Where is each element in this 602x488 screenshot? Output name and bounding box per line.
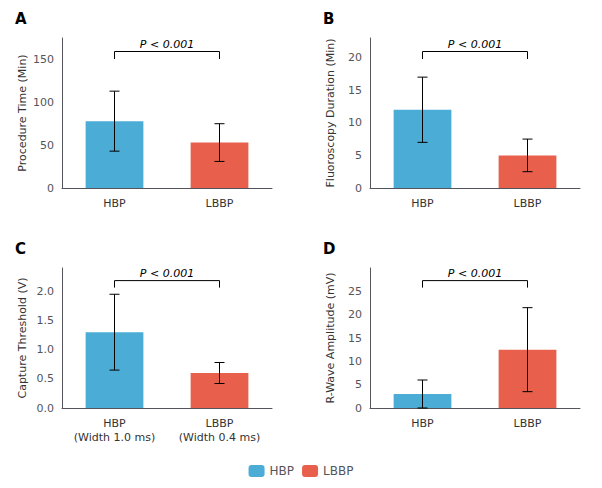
svg-text:LBBP: LBBP xyxy=(206,197,234,210)
svg-text:HBP: HBP xyxy=(270,464,295,478)
svg-text:A: A xyxy=(15,10,27,28)
svg-text:LBBP: LBBP xyxy=(514,417,542,430)
svg-text:Procedure Time (Min): Procedure Time (Min) xyxy=(16,54,29,171)
svg-text:0: 0 xyxy=(47,182,54,195)
svg-text:Fluoroscopy Duration (Min): Fluoroscopy Duration (Min) xyxy=(324,39,337,188)
svg-text:5: 5 xyxy=(355,149,362,162)
svg-text:0: 0 xyxy=(355,182,362,195)
svg-text:R-Wave Amplitude (mV): R-Wave Amplitude (mV) xyxy=(324,272,337,403)
svg-text:10: 10 xyxy=(348,116,362,129)
svg-text:LBBP: LBBP xyxy=(323,464,353,478)
svg-text:Capture Threshold (V): Capture Threshold (V) xyxy=(16,277,29,398)
svg-text:0.5: 0.5 xyxy=(37,372,55,385)
svg-text:150: 150 xyxy=(33,53,54,66)
svg-text:0.0: 0.0 xyxy=(37,402,55,415)
svg-text:1.0: 1.0 xyxy=(37,343,55,356)
svg-text:0: 0 xyxy=(355,402,362,415)
svg-text:20: 20 xyxy=(348,308,362,321)
svg-text:1.5: 1.5 xyxy=(37,314,55,327)
svg-text:C: C xyxy=(15,240,26,258)
svg-text:50: 50 xyxy=(40,139,54,152)
svg-text:15: 15 xyxy=(348,84,362,97)
svg-text:HBP: HBP xyxy=(411,197,434,210)
svg-text:HBP: HBP xyxy=(103,197,126,210)
svg-text:5: 5 xyxy=(355,378,362,391)
svg-text:D: D xyxy=(323,240,335,258)
svg-text:25: 25 xyxy=(348,285,362,298)
svg-text:P < 0.001: P < 0.001 xyxy=(140,38,194,51)
svg-text:(Width 1.0 ms): (Width 1.0 ms) xyxy=(74,431,155,444)
svg-text:LBBP: LBBP xyxy=(206,417,234,430)
svg-text:2.0: 2.0 xyxy=(37,285,55,298)
svg-text:B: B xyxy=(323,10,334,28)
svg-text:LBBP: LBBP xyxy=(514,197,542,210)
svg-text:P < 0.001: P < 0.001 xyxy=(448,38,502,51)
svg-text:20: 20 xyxy=(348,51,362,64)
svg-text:10: 10 xyxy=(348,355,362,368)
svg-text:HBP: HBP xyxy=(103,417,126,430)
svg-text:(Width 0.4 ms): (Width 0.4 ms) xyxy=(179,431,260,444)
svg-text:15: 15 xyxy=(348,332,362,345)
svg-text:100: 100 xyxy=(33,96,54,109)
svg-text:HBP: HBP xyxy=(411,417,434,430)
svg-text:P < 0.001: P < 0.001 xyxy=(448,267,502,280)
svg-text:P < 0.001: P < 0.001 xyxy=(140,267,194,280)
